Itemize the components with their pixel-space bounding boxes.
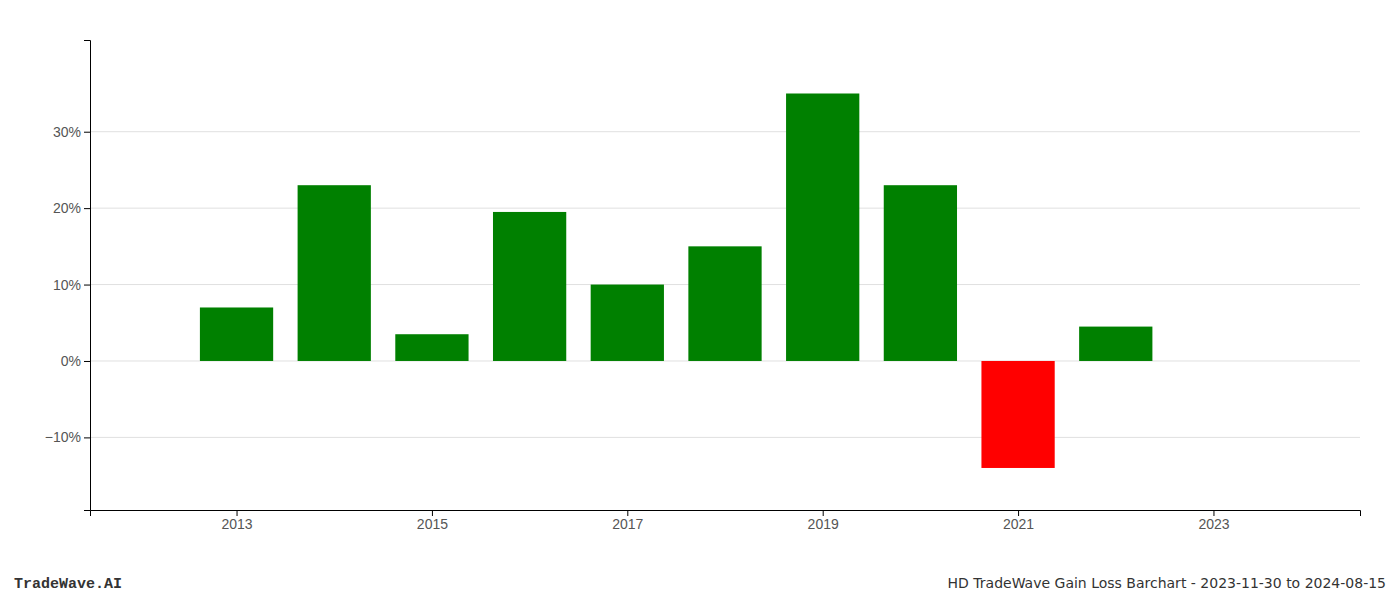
bar xyxy=(395,334,468,361)
bar xyxy=(200,307,273,360)
tick-label: 0% xyxy=(61,353,81,369)
plot: 2013 2015 2017 2019 2021 2023 −10% 0% 10% 20% 30% xyxy=(45,41,1361,532)
grid xyxy=(90,132,1360,438)
bar xyxy=(786,93,859,360)
x-tick: 2023 xyxy=(1198,510,1229,532)
tick-mark xyxy=(84,132,90,133)
axis-line xyxy=(91,511,1361,517)
y-tick: 30% xyxy=(53,124,90,140)
x-tick: 2017 xyxy=(612,510,643,532)
tick-label: 2019 xyxy=(808,516,839,532)
bar xyxy=(591,285,664,361)
bar xyxy=(981,361,1054,468)
x-axis: 2013 2015 2017 2019 2021 2023 xyxy=(91,510,1361,532)
tick-label: −10% xyxy=(45,429,81,445)
y-tick: 20% xyxy=(53,200,90,216)
chart: 2013 2015 2017 2019 2021 2023 −10% 0% 10% 20% 30% T… xyxy=(0,0,1400,600)
tick-mark xyxy=(84,437,90,438)
x-tick: 2021 xyxy=(1003,510,1034,532)
footer-right: HD TradeWave Gain Loss Barchart - 2023-1… xyxy=(948,575,1386,591)
grid-line xyxy=(90,131,1360,132)
y-axis: −10% 0% 10% 20% 30% xyxy=(45,41,91,511)
tick-label: 2013 xyxy=(221,516,252,532)
y-tick: 0% xyxy=(61,353,90,369)
tick-label: 30% xyxy=(53,124,81,140)
tick-label: 20% xyxy=(53,200,81,216)
x-tick: 2019 xyxy=(808,510,839,532)
grid-line xyxy=(90,208,1360,209)
tick-label: 10% xyxy=(53,277,81,293)
y-tick: −10% xyxy=(45,429,90,445)
bar xyxy=(493,212,566,361)
bars xyxy=(200,93,1153,467)
grid-line xyxy=(90,437,1360,438)
footer-left: TradeWave.AI xyxy=(14,576,122,593)
tick-label: 2015 xyxy=(417,516,448,532)
tick-label: 2017 xyxy=(612,516,643,532)
tick-mark xyxy=(84,208,90,209)
tick-mark xyxy=(84,285,90,286)
tick-mark xyxy=(84,361,90,362)
x-tick: 2015 xyxy=(417,510,448,532)
bar xyxy=(298,185,371,361)
bar xyxy=(688,246,761,361)
tick-label: 2021 xyxy=(1003,516,1034,532)
bar xyxy=(884,185,957,361)
y-tick: 10% xyxy=(53,277,90,293)
bar xyxy=(1079,327,1152,361)
tick-label: 2023 xyxy=(1198,516,1229,532)
axis-line xyxy=(84,41,91,511)
x-tick: 2013 xyxy=(221,510,252,532)
